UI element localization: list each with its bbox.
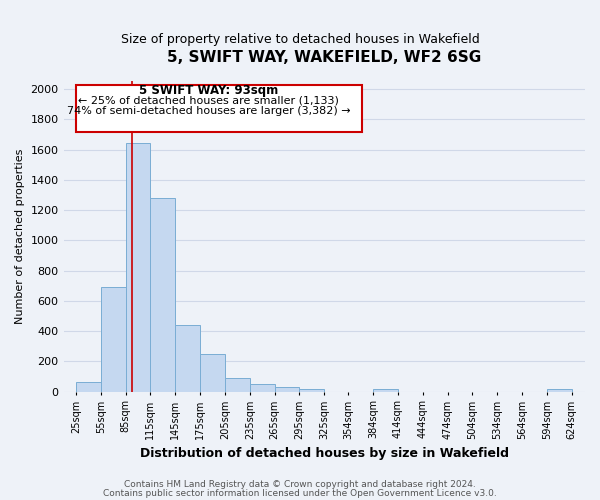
Bar (275, 387, 299, 392)
Y-axis label: Number of detached properties: Number of detached properties (15, 149, 25, 324)
Bar (125, 144, 151, 392)
Bar (373, 390, 398, 392)
Bar (175, 325, 200, 392)
Text: 74% of semi-detached houses are larger (3,382) →: 74% of semi-detached houses are larger (… (67, 106, 350, 116)
Bar (250, 384, 275, 392)
Bar (200, 354, 225, 392)
Text: Contains HM Land Registry data © Crown copyright and database right 2024.: Contains HM Land Registry data © Crown c… (124, 480, 476, 489)
Title: 5, SWIFT WAY, WAKEFIELD, WF2 6SG: 5, SWIFT WAY, WAKEFIELD, WF2 6SG (167, 50, 481, 65)
FancyBboxPatch shape (76, 85, 362, 132)
Bar (76, 382, 101, 392)
Bar (547, 390, 572, 392)
Text: Contains public sector information licensed under the Open Government Licence v3: Contains public sector information licen… (103, 488, 497, 498)
Bar (151, 198, 175, 392)
Text: 5 SWIFT WAY: 93sqm: 5 SWIFT WAY: 93sqm (139, 84, 278, 98)
Text: Size of property relative to detached houses in Wakefield: Size of property relative to detached ho… (121, 32, 479, 46)
X-axis label: Distribution of detached houses by size in Wakefield: Distribution of detached houses by size … (140, 447, 509, 460)
Bar (101, 287, 125, 392)
Bar (299, 388, 324, 392)
Text: ← 25% of detached houses are smaller (1,133): ← 25% of detached houses are smaller (1,… (78, 95, 339, 105)
Bar (225, 378, 250, 392)
